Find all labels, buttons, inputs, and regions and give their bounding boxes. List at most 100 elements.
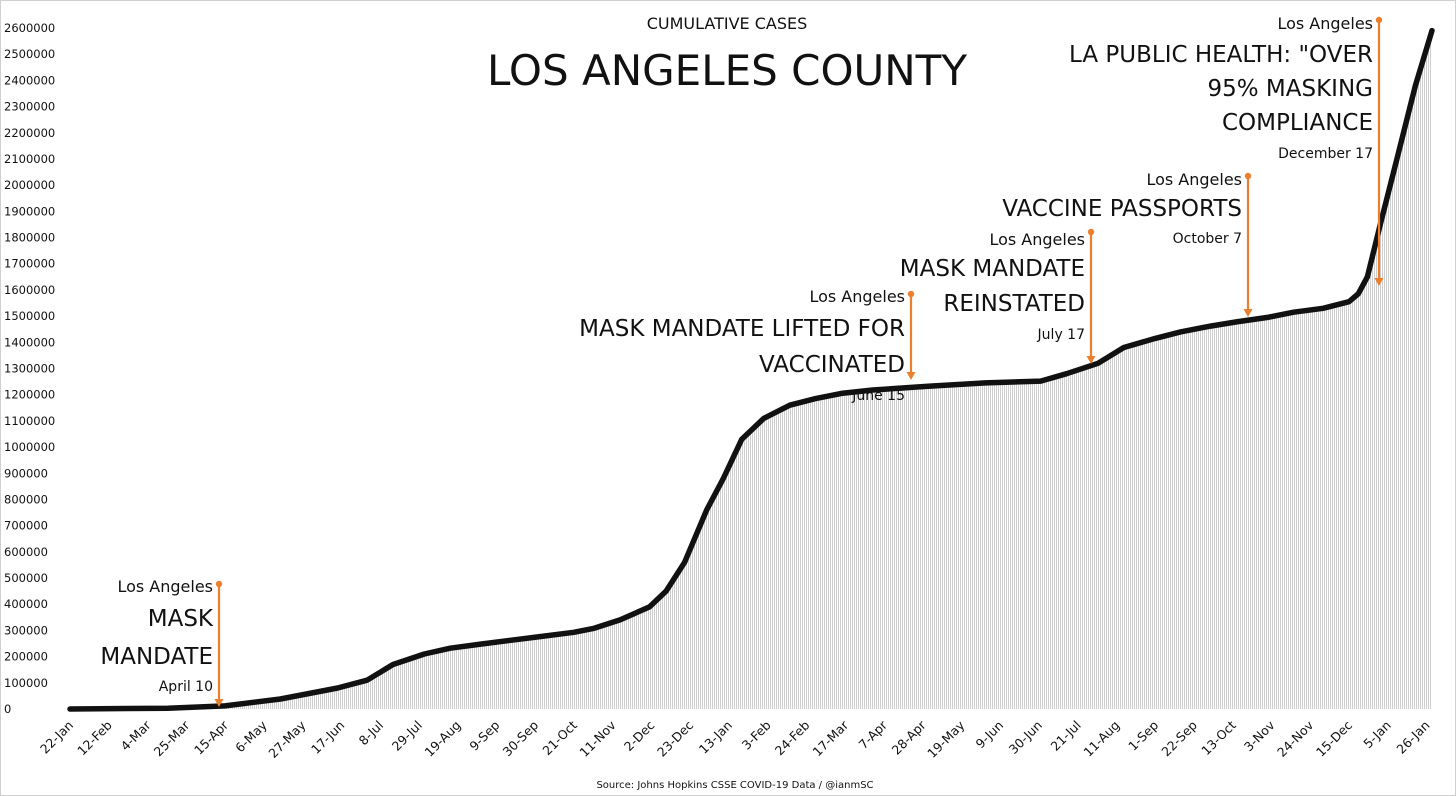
data-point — [1348, 301, 1350, 303]
x-tick-label: 29-Jul — [389, 718, 425, 754]
x-tick-label: 12-Feb — [74, 717, 115, 758]
data-point — [337, 687, 339, 689]
data-point — [815, 398, 817, 400]
data-point — [789, 404, 791, 406]
y-tick-label: 600000 — [4, 545, 48, 559]
x-tick-label: 19-Aug — [422, 718, 464, 760]
y-axis: 0 100000 200000 300000 400000 500000 600000 700… — [4, 21, 55, 716]
x-tick-label: 27-May — [265, 717, 309, 761]
annotation-date: April 10 — [159, 679, 213, 695]
y-tick-label: 300000 — [4, 623, 48, 637]
annotation-4: Los Angeles VACCINE PASSPORTS October 7 — [1002, 170, 1253, 317]
x-tick-label: 24-Nov — [1274, 717, 1317, 760]
data-point — [741, 438, 743, 440]
data-point — [167, 707, 169, 709]
x-tick-label: 11-Nov — [576, 717, 619, 760]
y-tick-label: 1000000 — [4, 440, 55, 454]
y-tick-label: 800000 — [4, 492, 48, 506]
annotation-title-line: 95% MASKING — [1207, 76, 1373, 102]
y-tick-label: 900000 — [4, 466, 48, 480]
x-tick-label: 30-Sep — [499, 717, 541, 759]
annotation-location: Los Angeles — [989, 230, 1085, 249]
annotation-title-line: MASK MANDATE — [900, 256, 1085, 282]
data-point — [984, 382, 987, 384]
x-tick-label: 17-Mar — [810, 717, 852, 759]
annotation-arrowhead — [1374, 278, 1384, 286]
annotation-title-line: COMPLIANCE — [1222, 110, 1373, 136]
annotation-title-line: VACCINATED — [759, 352, 905, 378]
y-tick-label: 2200000 — [4, 126, 55, 140]
annotation-title-line: MANDATE — [100, 644, 213, 670]
data-point — [1431, 30, 1433, 32]
data-point — [593, 627, 595, 629]
y-tick-label: 100000 — [4, 676, 48, 690]
y-tick-label: 1400000 — [4, 335, 55, 349]
x-tick-label: 25-Mar — [151, 717, 193, 759]
data-point — [536, 636, 538, 638]
y-tick-label: 1900000 — [4, 204, 55, 218]
data-point — [1040, 380, 1042, 382]
x-tick-label: 8-Jul — [356, 718, 387, 749]
data-point — [392, 663, 394, 666]
y-tick-label: 1600000 — [4, 283, 55, 297]
annotation-location: Los Angeles — [117, 577, 213, 596]
y-tick-label: 1100000 — [4, 414, 55, 428]
data-point — [1097, 362, 1099, 364]
annotations: Los Angeles MASK MANDATE April 10 Los Angele… — [100, 14, 1384, 707]
data-point — [648, 606, 651, 608]
data-point — [1123, 346, 1125, 349]
y-tick-label: 1500000 — [4, 309, 55, 323]
y-tick-label: 1800000 — [4, 231, 55, 245]
x-tick-label: 9-Jun — [973, 718, 1007, 752]
x-tick-label: 21-Oct — [539, 717, 580, 758]
annotation-title-line: MASK — [148, 606, 214, 632]
x-tick-label: 26-Jan — [1393, 718, 1432, 757]
x-tick-label: 6-May — [232, 717, 270, 755]
data-point — [573, 631, 575, 633]
annotation-title-line: VACCINE PASSPORTS — [1002, 196, 1242, 222]
annotation-arrowhead — [1086, 356, 1096, 364]
annotation-date: July 17 — [1037, 327, 1085, 343]
x-tick-label: 15-Apr — [191, 717, 232, 758]
data-point — [449, 647, 451, 649]
x-tick-label: 13-Jan — [696, 718, 735, 757]
x-tick-label: 3-Nov — [1241, 717, 1278, 754]
data-point — [1066, 373, 1068, 375]
data-point — [665, 590, 667, 592]
source-note: Source: Johns Hopkins CSSE COVID-19 Data… — [596, 780, 873, 791]
data-point — [1366, 276, 1368, 278]
x-tick-label: 21-Jul — [1048, 718, 1084, 754]
x-tick-label: 19-May — [924, 717, 968, 761]
data-point — [872, 389, 874, 391]
x-tick-label: 11-Aug — [1080, 718, 1122, 760]
data-point — [763, 417, 765, 419]
data-point — [279, 698, 281, 700]
data-point — [1414, 85, 1416, 87]
plot-area — [67, 27, 1435, 712]
data-point — [1235, 321, 1237, 323]
annotation-title-line: LA PUBLIC HEALTH: "OVER — [1069, 42, 1373, 68]
data-point — [1357, 293, 1359, 295]
x-tick-label: 1-Sep — [1125, 717, 1161, 753]
data-point — [684, 561, 686, 563]
y-tick-label: 1700000 — [4, 257, 55, 271]
annotation-dot — [907, 290, 915, 298]
y-tick-label: 200000 — [4, 650, 48, 664]
y-tick-label: 500000 — [4, 571, 48, 585]
y-tick-label: 2400000 — [4, 73, 55, 87]
x-tick-label: 4-Mar — [118, 717, 155, 754]
y-tick-label: 1300000 — [4, 362, 55, 376]
x-tick-label: 28-Apr — [889, 717, 930, 758]
annotation-date: October 7 — [1173, 231, 1242, 247]
x-tick-label: 17-Jun — [308, 718, 347, 757]
data-point — [1180, 331, 1182, 333]
annotation-title-line: REINSTATED — [943, 291, 1085, 317]
data-point — [224, 705, 226, 707]
annotation-5: Los Angeles LA PUBLIC HEALTH: "OVER 95% MA… — [1069, 14, 1384, 286]
x-tick-label: 7-Apr — [855, 717, 890, 752]
y-tick-label: 2600000 — [4, 21, 55, 35]
data-point — [1154, 337, 1156, 339]
series-area — [70, 30, 1432, 710]
